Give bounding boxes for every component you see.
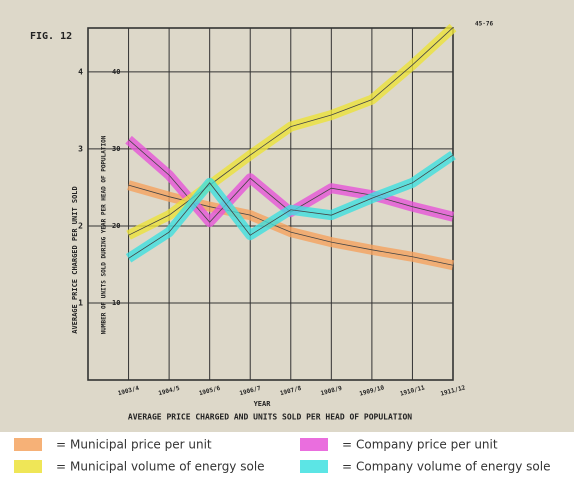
y-tick-label: 1 [78,298,83,307]
y-tick-label: 2 [78,221,83,230]
y-axis-label: AVERAGE PRICE CHARGED PER UNIT SOLD [71,186,79,334]
y2-tick-label: 40 [112,68,120,76]
series-ink-line [128,154,454,259]
legend-swatch [14,438,42,451]
legend-swatch [14,460,42,473]
y2-tick-label: 10 [112,299,120,307]
chart-title: AVERAGE PRICE CHARGED AND UNITS SOLD PER… [128,413,412,422]
legend-label: Company price per unit [356,438,498,452]
legend-label: Municipal volume of energy sole [70,460,265,474]
legend-sign: = [342,438,352,452]
y-tick-label: 4 [78,67,83,76]
x-axis-label: YEAR [254,400,272,408]
legend-label: Municipal price per unit [70,438,212,452]
legend-sign: = [56,460,66,474]
legend-swatch [300,460,328,473]
y2-axis-label: NUMBER OF UNITS SOLD DURING YEAR PER HEA… [101,135,108,334]
legend-swatch [300,438,328,451]
plot-frame [87,27,454,381]
legend-label: Company volume of energy sole [356,460,551,474]
y2-tick-label: 30 [112,145,120,153]
y-tick-label: 3 [78,144,83,153]
series-ink-line [128,27,454,236]
legend-sign: = [56,438,66,452]
legend-sign: = [342,460,352,474]
y2-tick-label: 20 [112,222,120,230]
figure-label: FIG. 12 [30,31,72,42]
annotation: 45·76 [475,21,493,28]
